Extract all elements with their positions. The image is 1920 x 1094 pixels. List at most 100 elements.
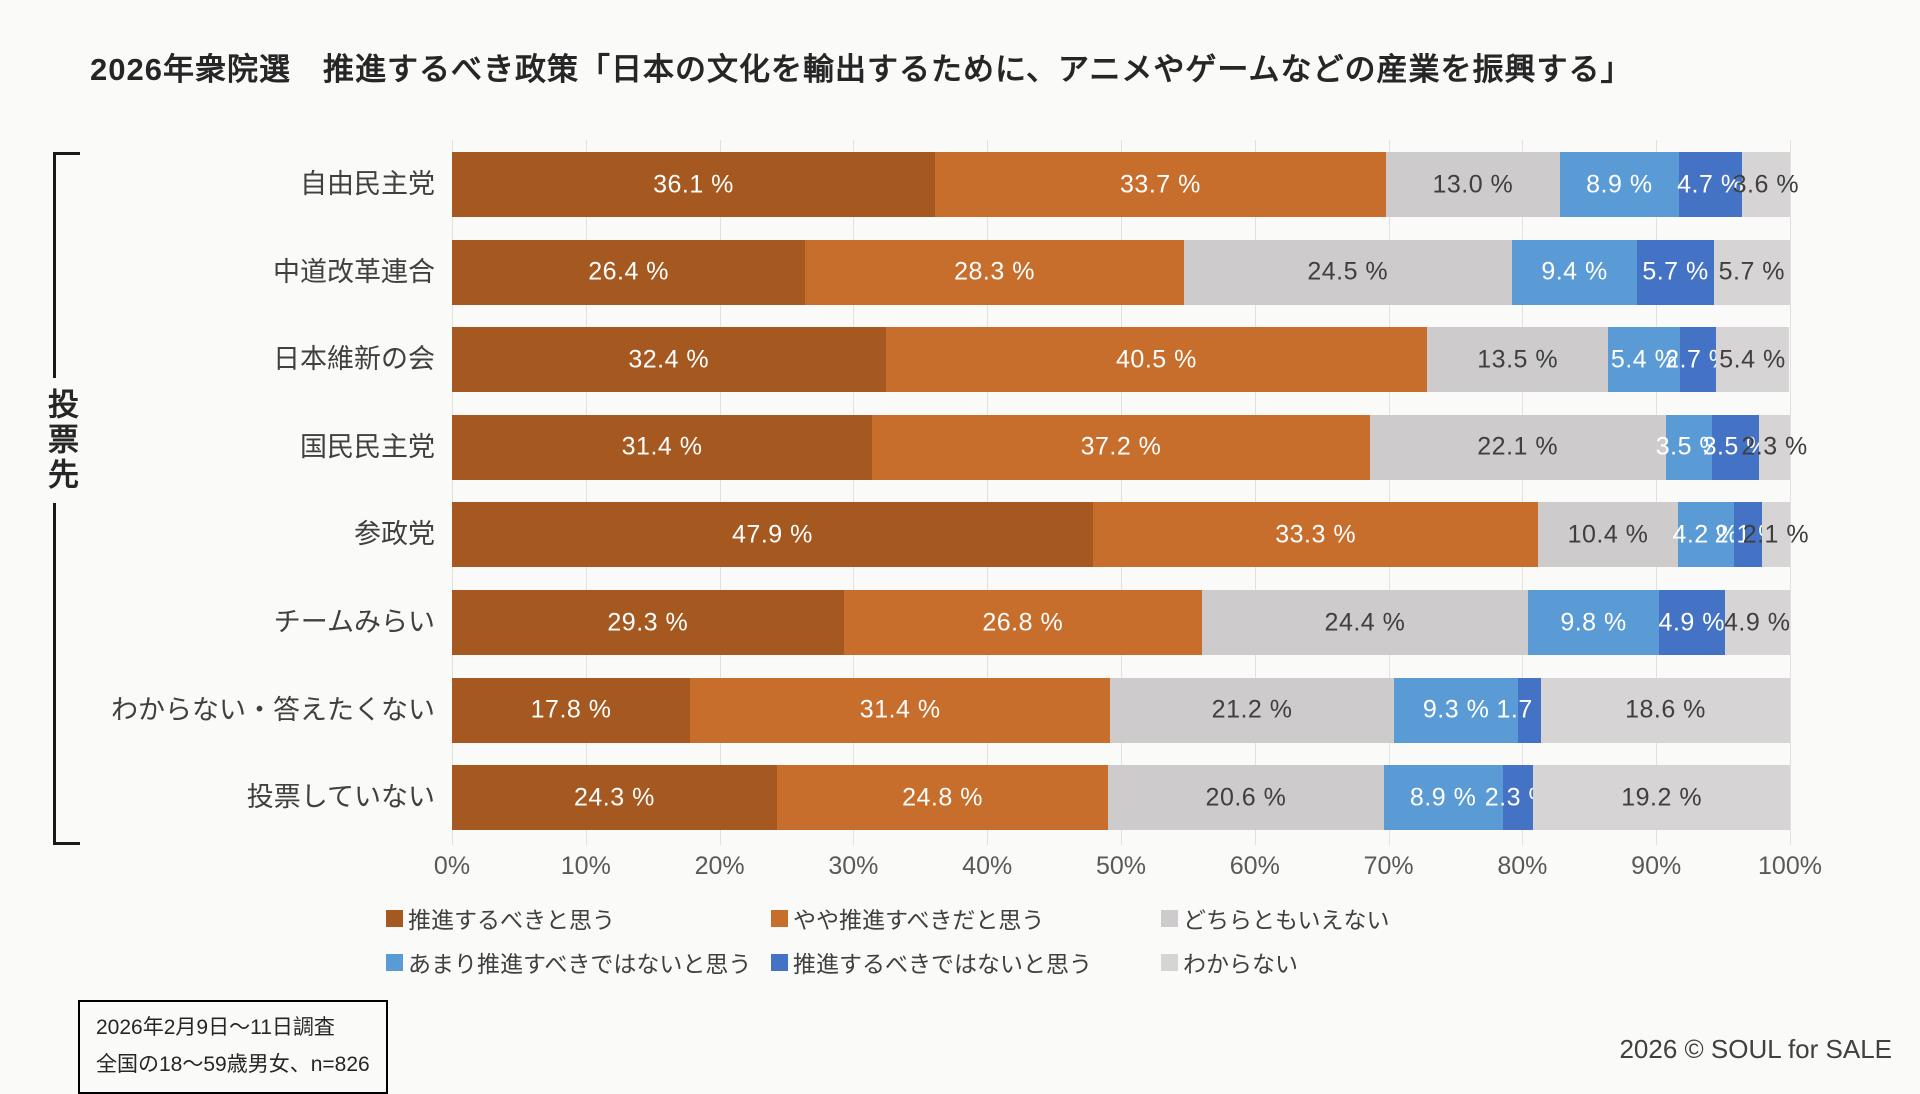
segment-label: 40.5 %	[1116, 345, 1197, 374]
group-bracket-bottom-tick	[53, 842, 80, 845]
segment-label: 5.4 %	[1719, 345, 1786, 374]
segment-label: 3.5 %	[1702, 432, 1769, 461]
segment-label: 32.4 %	[628, 345, 710, 374]
segment-label: 4.7 %	[1677, 170, 1744, 198]
bar-segment: 4.2 %	[1672, 502, 1738, 568]
legend-label: どちらともいえない	[1183, 907, 1390, 933]
bar-segment: 5.7 %	[1637, 239, 1714, 305]
bar-segment: 4.9 %	[1724, 590, 1791, 655]
segment-label: 4.9 %	[1724, 608, 1791, 636]
bar-segment: 47.9 %	[452, 502, 1093, 568]
row-label: チームみらい	[273, 607, 435, 637]
segment-label: 47.9 %	[732, 520, 813, 549]
bar-segment: 22.1 %	[1369, 414, 1666, 480]
gridline	[1254, 140, 1256, 845]
bar-row: 29.3 % 26.8 % 24.4 % 9.8 % 4.9 % 4.9 %	[452, 590, 1790, 655]
credit: 2026 © SOUL for SALE	[1619, 1034, 1892, 1064]
segment-label: 26.4 %	[588, 257, 670, 286]
legend-swatch	[1161, 953, 1178, 971]
bar-row: 47.9 % 33.3 % 10.4 % 4.2 % 2.1 % 2.1 %	[452, 502, 1809, 568]
x-tick-label: 0%	[433, 852, 471, 880]
segment-label: 5.7 %	[1718, 257, 1786, 286]
group-bracket-top-tick	[53, 152, 80, 155]
bar-row: 32.4 % 40.5 % 13.5 % 5.4 % 2.7 % 5.4 %	[452, 327, 1790, 393]
survey-note-line2: 全国の18〜59歳男女、n=826	[96, 1052, 370, 1076]
legend-item: わからない	[1161, 947, 1586, 977]
legend-item: 推進するべきと思う	[386, 903, 771, 933]
bar-segment: 31.4 %	[690, 677, 1111, 743]
bar-segment: 8.9 %	[1559, 152, 1679, 217]
gridline	[853, 140, 855, 845]
legend-swatch	[771, 909, 788, 927]
bar-segment: 10.4 %	[1538, 502, 1678, 568]
segment-label: 17.8 %	[530, 695, 612, 724]
survey-note: 2026年2月9日〜11日調査 全国の18〜59歳男女、n=826	[78, 1000, 388, 1094]
bar-segment: 13.0 %	[1385, 152, 1560, 217]
gridline	[1121, 140, 1122, 845]
segment-label: 20.6 %	[1205, 783, 1287, 812]
row-label: 自由民主党	[300, 169, 435, 199]
bar-segment: 17.8 %	[452, 677, 691, 743]
segment-label: 18.6 %	[1625, 695, 1706, 724]
legend-label: やや推進すべきだと思う	[793, 907, 1045, 933]
legend-swatch	[771, 953, 788, 971]
row-label: 国民民主党	[300, 431, 435, 462]
segment-label: 8.9 %	[1409, 783, 1477, 812]
row-label: わからない・答えたくない	[111, 694, 435, 725]
bar-segment: 31.4 %	[452, 414, 873, 480]
gridline	[719, 140, 721, 845]
legend-label: 推進するべきと思う	[408, 907, 615, 933]
segment-label: 24.5 %	[1307, 257, 1389, 286]
row-label: 投票していない	[246, 782, 435, 813]
segment-label: 13.0 %	[1432, 170, 1514, 198]
bar-segment: 24.8 %	[776, 765, 1109, 831]
bar-segment: 19.2 %	[1533, 765, 1790, 831]
bar-segment: 32.4 %	[452, 327, 886, 393]
segment-label: 8.9 %	[1586, 170, 1653, 198]
row-label: 中道改革連合	[273, 256, 435, 287]
gridline	[585, 140, 587, 845]
bar-row: 26.4 % 28.3 % 24.5 % 9.4 % 5.7 % 5.7 %	[452, 239, 1790, 305]
bar-segment: 20.6 %	[1108, 765, 1384, 831]
legend-item: やや推進すべきだと思う	[771, 903, 1161, 933]
x-axis: 0% 10% 20% 30% 40% 50% 60% 70% 80% 90% 100%	[434, 852, 1822, 886]
survey-note-line1: 2026年2月9日〜11日調査	[96, 1016, 335, 1039]
segment-label: 33.3 %	[1275, 520, 1357, 549]
bar-row: 24.3 % 24.8 % 20.6 % 8.9 % 2.3 % 19.2 %	[452, 765, 1790, 831]
legend: 推進するべきと思う やや推進すべきだと思う どちらともいえない あまり推進すべきではな…	[386, 903, 1586, 977]
bar-row: 31.4 % 37.2 % 22.1 % 3.5 % 3.5 % 2.3 %	[452, 414, 1807, 480]
bar-segment: 5.4 %	[1716, 327, 1789, 393]
x-tick-label: 100%	[1758, 852, 1822, 880]
legend-item: どちらともいえない	[1161, 903, 1586, 933]
bar-segment: 4.7 %	[1677, 152, 1744, 217]
segment-label: 31.4 %	[859, 695, 941, 724]
segment-label: 2.1 %	[1742, 520, 1810, 549]
segment-label: 19.2 %	[1621, 783, 1703, 812]
segment-label: 9.8 %	[1560, 608, 1627, 636]
y-axis-group-label: 投票先	[32, 378, 89, 503]
x-tick-label: 50%	[1095, 852, 1147, 880]
segment-label: 37.2 %	[1080, 432, 1162, 461]
x-tick-label: 90%	[1631, 852, 1682, 880]
bar-segment: 2.1 %	[1743, 502, 1809, 568]
bar-segment: 18.6 %	[1541, 677, 1790, 743]
bar-segment: 13.5 %	[1427, 327, 1608, 393]
x-tick-label: 70%	[1363, 852, 1414, 880]
row-label: 日本維新の会	[273, 344, 435, 375]
segment-label: 9.3 %	[1422, 695, 1490, 724]
segment-label: 24.3 %	[573, 783, 655, 812]
legend-label: 推進するべきではないと思う	[793, 951, 1092, 977]
gridline	[987, 140, 989, 845]
segment-label: 4.9 %	[1658, 608, 1725, 636]
row-label: 参政党	[354, 519, 435, 550]
bar-segment: 37.2 %	[872, 414, 1370, 480]
bar-row: 17.8 % 31.4 % 21.2 % 9.3 % 1.7 % 18.6 %	[452, 677, 1790, 743]
bar-segment: 2.7 %	[1665, 327, 1731, 393]
segment-label: 21.2 %	[1211, 695, 1293, 724]
legend-label: わからない	[1183, 951, 1298, 977]
segment-label: 31.4 %	[621, 432, 703, 461]
bar-segment: 24.3 %	[452, 765, 777, 831]
segment-label: 26.8 %	[982, 608, 1064, 636]
bar-segment: 40.5 %	[885, 327, 1428, 393]
segment-label: 2.3 %	[1741, 432, 1808, 461]
